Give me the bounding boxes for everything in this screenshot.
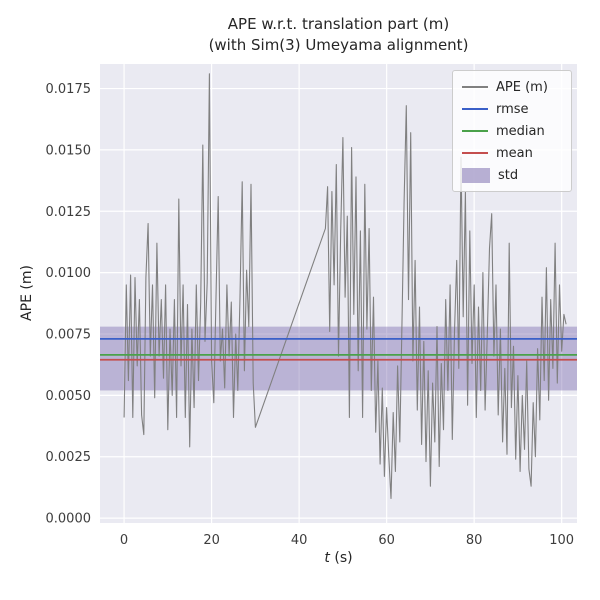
- y-tick-label: 0.0175: [46, 82, 92, 97]
- y-tick-label: 0.0150: [46, 143, 92, 158]
- chart-title-line1: APE w.r.t. translation part (m): [227, 15, 450, 33]
- ape-line: [123, 73, 567, 500]
- legend-item-ape-m-: APE (m): [462, 76, 562, 98]
- x-axis-label: t (s): [100, 550, 577, 566]
- legend-label: rmse: [496, 101, 529, 117]
- legend-patch-swatch: [462, 167, 490, 183]
- legend: APE (m) rmse median mean std: [452, 70, 572, 192]
- legend-label: median: [496, 123, 545, 139]
- x-tick-label: 20: [203, 533, 220, 548]
- legend-line-swatch: [462, 151, 488, 155]
- legend-line-swatch: [462, 85, 488, 89]
- x-tick-label: 0: [120, 533, 128, 548]
- legend-item-median: median: [462, 120, 562, 142]
- legend-line-swatch: [462, 107, 488, 111]
- y-tick-label: 0.0125: [46, 205, 92, 220]
- legend-item-rmse: rmse: [462, 98, 562, 120]
- x-tick-label: 40: [291, 533, 308, 548]
- y-tick-label: 0.0075: [46, 328, 92, 343]
- y-tick-label: 0.0100: [46, 266, 92, 281]
- legend-item-mean: mean: [462, 142, 562, 164]
- x-tick-label: 100: [549, 533, 574, 548]
- x-axis-label-unit: (s): [329, 550, 353, 566]
- y-tick-label: 0.0050: [46, 389, 92, 404]
- x-tick-label: 60: [378, 533, 395, 548]
- legend-label: APE (m): [496, 79, 548, 95]
- y-tick-label: 0.0025: [46, 450, 92, 465]
- y-tick-label: 0.0000: [46, 512, 92, 527]
- legend-label: mean: [496, 145, 533, 161]
- x-axis-label-variable: t: [324, 550, 330, 566]
- chart-title-line2: (with Sim(3) Umeyama alignment): [208, 36, 469, 54]
- y-axis-label: APE (m): [19, 265, 35, 321]
- legend-item-std: std: [462, 164, 562, 186]
- x-tick-label: 80: [466, 533, 483, 548]
- legend-line-swatch: [462, 129, 488, 133]
- chart-title: APE w.r.t. translation part (m) (with Si…: [100, 14, 577, 56]
- legend-label: std: [498, 167, 519, 183]
